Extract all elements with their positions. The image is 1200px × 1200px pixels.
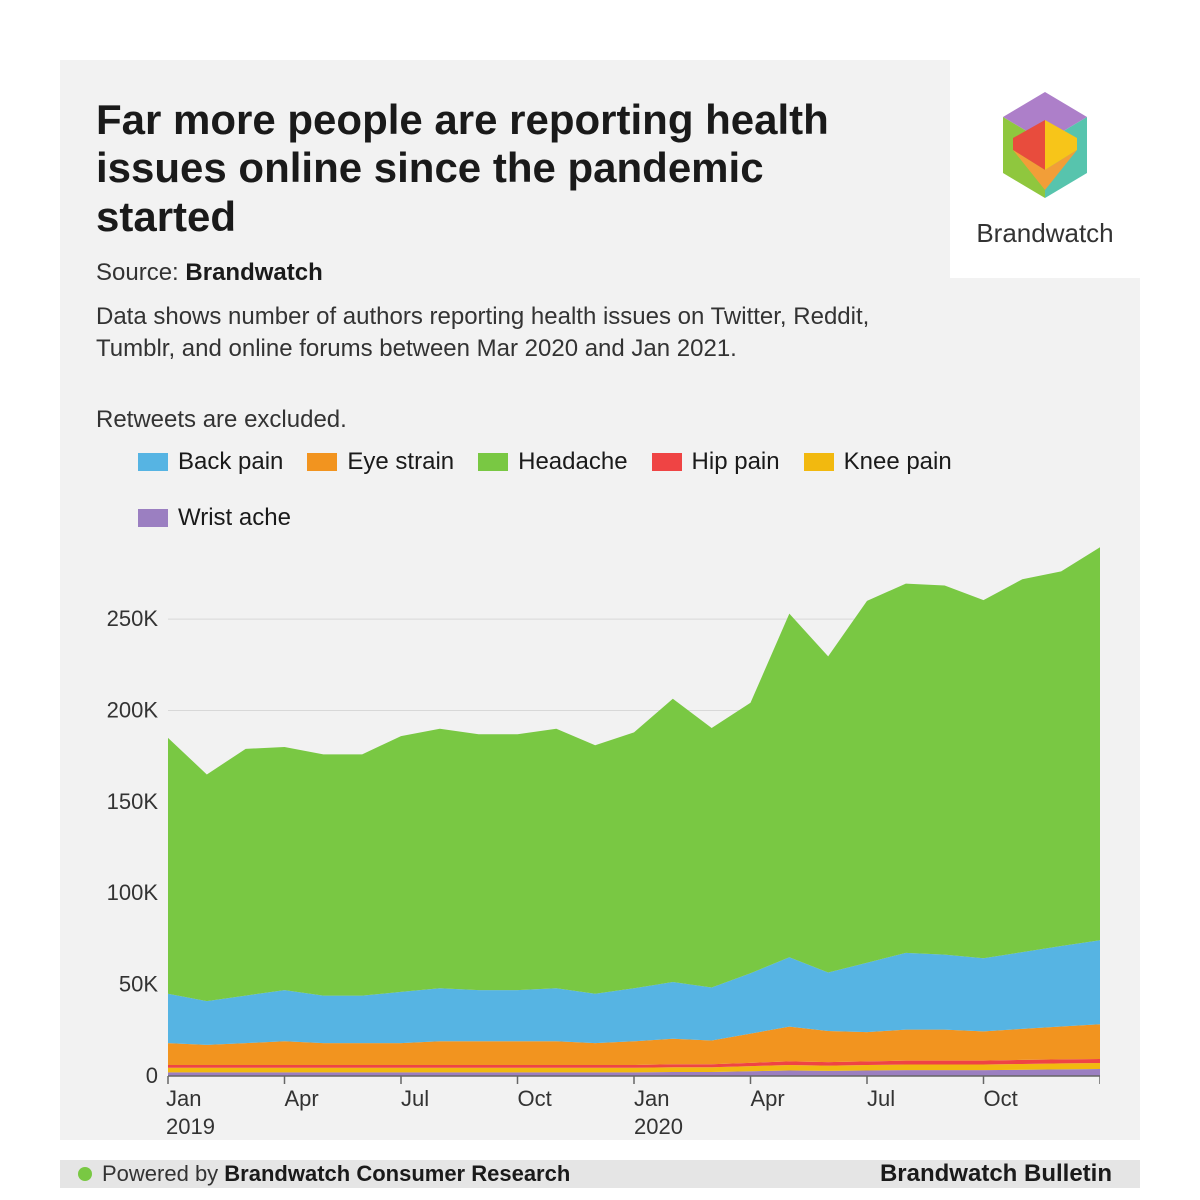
- stacked-area-chart: 0 50K 100K 150K 200K 250K Jan 2019 Apr Jul Oct Jan 2…: [96, 536, 1100, 1160]
- legend-label: Eye strain: [347, 448, 454, 476]
- y-axis-label: 0: [146, 1063, 158, 1088]
- chart-card: Far more people are reporting health iss…: [60, 60, 1140, 1140]
- legend-item: Back pain: [138, 448, 283, 476]
- footer-prefix: Powered by: [102, 1161, 224, 1186]
- x-axis-label: Jul: [867, 1086, 895, 1111]
- footer-left: Powered by Brandwatch Consumer Research: [78, 1161, 570, 1187]
- chart-note: Retweets are excluded.: [60, 406, 1140, 434]
- legend-swatch: [652, 453, 682, 471]
- legend-label: Headache: [518, 448, 627, 476]
- legend-swatch: [478, 453, 508, 471]
- y-axis-label: 100K: [107, 880, 159, 905]
- footer-brand: Brandwatch Consumer Research: [224, 1161, 570, 1186]
- legend-label: Wrist ache: [178, 504, 291, 532]
- x-axis-year: 2020: [634, 1114, 683, 1139]
- x-axis-label: Jul: [401, 1086, 429, 1111]
- chart-legend: Back pain Eye strain Headache Hip pain Knee …: [60, 434, 1140, 536]
- legend-swatch: [138, 509, 168, 527]
- legend-swatch: [138, 453, 168, 471]
- y-axis-label: 150K: [107, 789, 159, 814]
- legend-swatch: [804, 453, 834, 471]
- chart-description: Data shows number of authors reporting h…: [96, 301, 896, 366]
- source-name: Brandwatch: [185, 259, 322, 286]
- x-axis-label: Jan: [634, 1086, 669, 1111]
- x-axis-label: Apr: [285, 1086, 319, 1111]
- chart-title: Far more people are reporting health iss…: [96, 96, 876, 241]
- legend-item: Eye strain: [307, 448, 454, 476]
- legend-item: Hip pain: [652, 448, 780, 476]
- x-axis-label: Jan: [166, 1086, 201, 1111]
- y-axis-label: 200K: [107, 697, 159, 722]
- brandwatch-icon: [995, 90, 1095, 200]
- legend-label: Hip pain: [692, 448, 780, 476]
- brand-logo: Brandwatch: [950, 60, 1140, 278]
- x-axis-year: 2019: [166, 1114, 215, 1139]
- area-series: [168, 547, 1100, 1001]
- y-axis-label: 50K: [119, 971, 158, 996]
- legend-item: Headache: [478, 448, 627, 476]
- x-axis-label: Oct: [984, 1086, 1018, 1111]
- y-axis-label: 250K: [107, 606, 159, 631]
- x-axis-label: Apr: [751, 1086, 785, 1111]
- legend-swatch: [307, 453, 337, 471]
- brand-logo-label: Brandwatch: [976, 218, 1113, 249]
- legend-label: Back pain: [178, 448, 283, 476]
- footer: Powered by Brandwatch Consumer Research …: [60, 1160, 1140, 1188]
- chart-area: 0 50K 100K 150K 200K 250K Jan 2019 Apr Jul Oct Jan 2…: [60, 536, 1140, 1160]
- footer-right: Brandwatch Bulletin: [880, 1160, 1112, 1188]
- header: Far more people are reporting health iss…: [60, 60, 1140, 366]
- source-prefix: Source:: [96, 259, 185, 286]
- legend-item: Knee pain: [804, 448, 952, 476]
- x-axis-label: Oct: [518, 1086, 552, 1111]
- legend-item: Wrist ache: [138, 504, 291, 532]
- legend-label: Knee pain: [844, 448, 952, 476]
- footer-dot-icon: [78, 1167, 92, 1181]
